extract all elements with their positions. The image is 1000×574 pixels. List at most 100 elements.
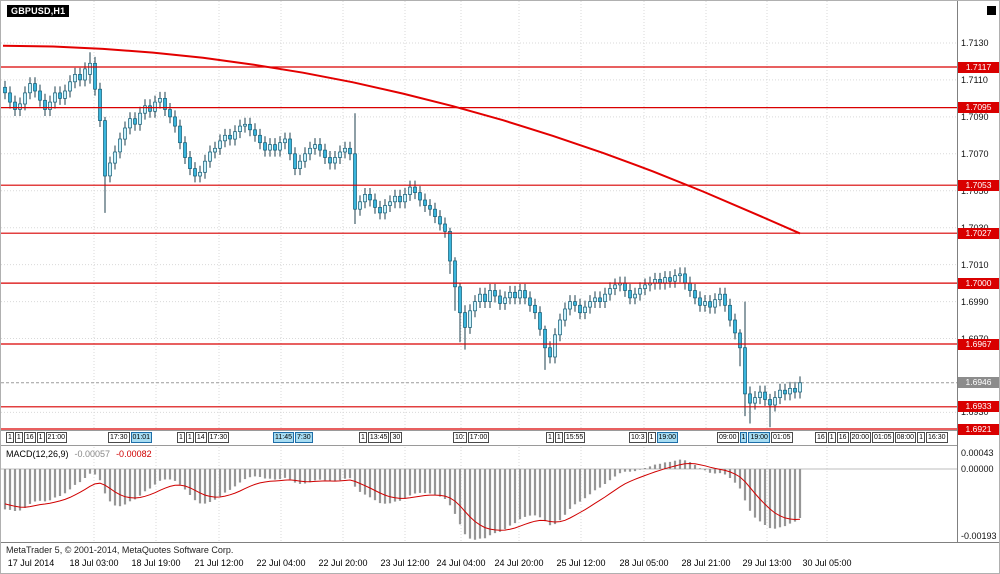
marker-group: 10: 17:00 (453, 432, 490, 443)
event-marker[interactable]: 01:05 (872, 432, 894, 443)
time-axis[interactable]: MetaTrader 5, © 2001-2014, MetaQuotes So… (1, 542, 999, 573)
time-axis-label: 23 Jul 12:00 (380, 558, 430, 568)
macd-indicator-name: MACD(12,26,9) (6, 449, 69, 459)
event-marker[interactable]: 16 (836, 432, 849, 443)
price-grid-label: 1.7010 (961, 259, 989, 270)
price-grid-label: 1.7090 (961, 111, 989, 122)
time-axis-label: 18 Jul 19:00 (131, 558, 181, 568)
event-marker[interactable]: 1 (185, 432, 194, 443)
price-level-tag[interactable]: 1.7117 (958, 61, 999, 73)
event-marker[interactable]: 1 (554, 432, 563, 443)
event-marker[interactable]: 09:00 (717, 432, 739, 443)
event-marker[interactable]: 1 (827, 432, 836, 443)
event-marker[interactable]: 1 (647, 432, 656, 443)
marker-group: 10:3 1 19:00 (629, 432, 679, 443)
copyright-text: MetaTrader 5, © 2001-2014, MetaQuotes So… (6, 545, 234, 555)
time-axis-label: 18 Jul 03:00 (69, 558, 119, 568)
time-axis-label: 17 Jul 2014 (7, 558, 55, 568)
marker-group: 16 1 16 20:00 01:05 08:00 1 16:30 (815, 432, 948, 443)
event-marker[interactable]: 1 (36, 432, 45, 443)
price-level-tag[interactable]: 1.7000 (958, 277, 999, 289)
price-level-tag[interactable]: 1.6933 (958, 401, 999, 413)
event-marker[interactable]: 11:45 (273, 432, 294, 443)
event-marker[interactable]: 1 (739, 432, 748, 443)
price-level-tag[interactable]: 1.7053 (958, 179, 999, 191)
macd-signal-value: -0.00082 (116, 449, 152, 459)
event-marker[interactable]: 16 (815, 432, 827, 443)
event-marker[interactable]: 1 (6, 432, 14, 443)
candles (3, 52, 802, 428)
event-marker[interactable]: 10:3 (629, 432, 647, 443)
price-axis[interactable]: 1.71301.71101.70901.70701.70501.70301.70… (957, 1, 999, 573)
time-axis-label: 24 Jul 04:00 (436, 558, 486, 568)
event-marker[interactable]: 20:00 (849, 432, 872, 443)
event-marker-strip: 1 1 16 1 21:00 17:30 01:01 1 1 14 17:30 11:45 7:30 1 1… (1, 431, 957, 445)
time-axis-label: 30 Jul 05:00 (802, 558, 852, 568)
time-axis-label: 21 Jul 12:00 (194, 558, 244, 568)
event-marker[interactable]: 19:00 (656, 432, 679, 443)
marker-group: 1 13:45 30 (359, 432, 403, 443)
price-grid-label: 1.7050 (961, 185, 989, 196)
macd-indicator-canvas[interactable] (1, 447, 957, 541)
price-grid-label: 1.6990 (961, 296, 989, 307)
time-axis-label: 22 Jul 04:00 (256, 558, 306, 568)
event-marker[interactable]: 14 (194, 432, 207, 443)
macd-signal-line (4, 462, 801, 531)
moving-average-line[interactable] (2, 44, 801, 235)
chart-strip-separator (1, 430, 957, 431)
event-marker[interactable]: 1 (917, 432, 925, 443)
marker-group: 1 1 16 1 21:00 (6, 432, 68, 443)
event-marker[interactable]: 16 (23, 432, 36, 443)
event-marker[interactable]: 17:30 (108, 432, 130, 443)
event-marker[interactable]: 1 (546, 432, 554, 443)
price-grid-label: 1.7070 (961, 148, 989, 159)
marker-group: 09:00 1 19:00 01:05 (717, 432, 793, 443)
price-grid-label: 1.7110 (961, 74, 988, 85)
event-marker[interactable]: 01:01 (130, 432, 153, 443)
marker-group: 1 1 14 17:30 (177, 432, 230, 443)
event-marker[interactable]: 7:30 (295, 432, 313, 443)
macd-axis-label: -0.00193 (961, 531, 997, 541)
price-chart-canvas[interactable] (1, 1, 957, 431)
event-marker[interactable]: 10: (453, 432, 467, 443)
event-marker[interactable]: 21:00 (45, 432, 68, 443)
support-resistance-lines[interactable] (1, 66, 957, 430)
event-marker[interactable]: 13:45 (367, 432, 390, 443)
axis-separator-line (957, 1, 958, 542)
price-grid-label: 1.6930 (961, 407, 989, 418)
price-level-tag[interactable]: 1.6967 (958, 338, 999, 350)
macd-indicator-label-row: MACD(12,26,9) -0.00057 -0.00082 (6, 449, 152, 459)
current-price-tag: 1.6946 (958, 377, 999, 389)
event-marker[interactable]: 19:00 (748, 432, 770, 443)
marker-group: 1 1 15:55 (546, 432, 586, 443)
time-axis-label: 22 Jul 20:00 (318, 558, 368, 568)
price-level-tag[interactable]: 1.7027 (958, 227, 999, 239)
time-axis-label: 28 Jul 05:00 (619, 558, 669, 568)
strip-macd-separator (1, 445, 957, 446)
event-marker[interactable]: 1 (359, 432, 367, 443)
time-axis-label: 29 Jul 13:00 (742, 558, 792, 568)
symbol-timeframe-label: GBPUSD,H1 (7, 5, 70, 17)
event-marker[interactable]: 1 (177, 432, 185, 443)
marker-group: 11:45 7:30 (273, 432, 313, 443)
chart-corner-icon[interactable] (987, 6, 996, 15)
event-marker[interactable]: 30 (390, 432, 403, 443)
macd-axis-label: 0.00043 (961, 448, 994, 458)
event-marker[interactable]: 17:00 (467, 432, 490, 443)
marker-group: 17:30 01:01 (108, 432, 153, 443)
price-grid-label: 1.7130 (961, 38, 989, 48)
event-marker[interactable]: 16:30 (926, 432, 948, 443)
time-axis-label: 24 Jul 20:00 (494, 558, 544, 568)
price-level-tag[interactable]: 1.6921 (958, 423, 999, 435)
macd-main-value: -0.00057 (74, 449, 111, 459)
event-marker[interactable]: 15:55 (563, 432, 586, 443)
event-marker[interactable]: 08:00 (894, 432, 917, 443)
macd-axis-label: 0.00000 (961, 464, 994, 474)
price-level-tag[interactable]: 1.7095 (958, 102, 999, 114)
time-axis-label: 25 Jul 12:00 (556, 558, 606, 568)
macd-histogram (3, 459, 802, 540)
event-marker[interactable]: 17:30 (207, 432, 230, 443)
event-marker[interactable]: 1 (14, 432, 23, 443)
event-marker[interactable]: 01:05 (770, 432, 793, 443)
